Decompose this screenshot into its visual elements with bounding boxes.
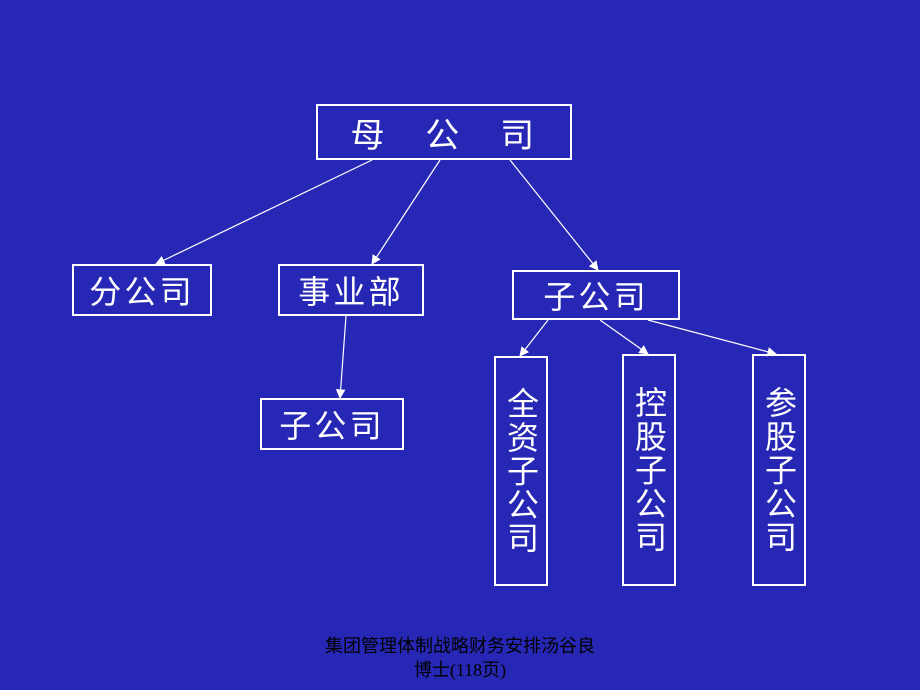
- footer-line-1: 集团管理体制战略财务安排汤谷良: [0, 632, 920, 658]
- node-wholly: 全资子公司: [494, 356, 548, 586]
- edge-root-div: [372, 160, 440, 264]
- node-root: 母 公 司: [316, 104, 572, 160]
- node-ctrl: 控股子公司: [622, 354, 676, 586]
- edge-root-sub: [510, 160, 598, 270]
- footer-line-2: 博士(118页): [0, 656, 920, 682]
- edge-sub-wholly: [520, 320, 548, 356]
- node-div: 事业部: [278, 264, 424, 316]
- node-divsub: 子公司: [260, 398, 404, 450]
- edge-sub-equity: [648, 320, 776, 354]
- edge-root-branch: [156, 160, 372, 264]
- node-sub: 子公司: [512, 270, 680, 320]
- node-equity: 参股子公司: [752, 354, 806, 586]
- edge-div-divsub: [340, 316, 346, 398]
- node-branch: 分公司: [72, 264, 212, 316]
- edge-sub-ctrl: [600, 320, 648, 354]
